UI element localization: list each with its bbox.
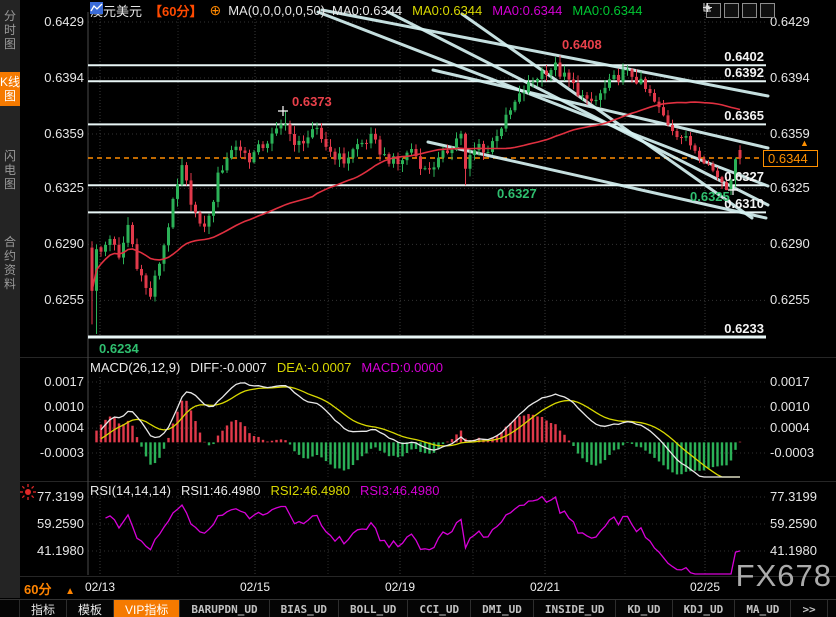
price-axis-label: 0.6255 [44, 292, 84, 308]
toolbar-tab-2[interactable]: 模板 [67, 600, 115, 617]
rsi1-value: RSI1:46.4980 [180, 483, 261, 498]
price-axis-label: 0.6394 [770, 70, 810, 85]
macd-axis-label: 0.0017 [770, 374, 810, 389]
rsi2-value: RSI2:46.4980 [270, 483, 350, 498]
sidebar-tab-3[interactable]: 闪电图 [3, 149, 16, 191]
current-price-tag: 0.6344 [763, 150, 818, 167]
add-indicator-icon[interactable]: ⊕ [209, 1, 222, 18]
sidebar-tab-4[interactable]: 合约资料 [3, 235, 16, 291]
toolbar-tab-11[interactable]: KDJ_UD [673, 600, 736, 617]
ma-params-label: MA(0,0,0,0,0,50) [228, 2, 326, 18]
macd-title: MACD(26,12,9) [90, 360, 181, 375]
chart-window-icons [703, 3, 775, 18]
hline-price-label: 0.6402 [724, 49, 764, 65]
sidebar-tab-1[interactable]: 分时图 [3, 9, 16, 51]
price-axis-label: 0.6290 [770, 236, 810, 252]
sidebar-tab-2[interactable]: K线图 [0, 72, 20, 106]
ma-value-3: MA0:0.6344 [492, 2, 563, 18]
hline-price-label: 0.6327 [724, 169, 764, 185]
macd-axis-label: -0.0003 [770, 445, 815, 460]
rsi-axis-label: 59.2590 [37, 515, 84, 531]
macd-axis-label: 0.0010 [770, 398, 810, 414]
rsi-axis-label: 41.1980 [37, 542, 84, 558]
toolbar-tab-6[interactable]: BOLL_UD [339, 600, 409, 617]
macd-diff-value: DIFF:-0.0007 [190, 360, 267, 375]
rsi3-value: RSI3:46.4980 [359, 483, 440, 498]
ma-values: MA0:0.6344 MA0:0.6344 MA0:0.6344 MA0:0.6344 [332, 3, 642, 18]
price-axis-label: 0.6359 [44, 126, 84, 141]
price-axis-label: 0.6290 [44, 236, 84, 252]
date-axis-label: 02/13 [84, 580, 116, 594]
rsi-axis-label: 41.1980 [770, 542, 817, 558]
toolbar-tab-1[interactable]: 指标 [20, 600, 68, 617]
toolbar-tab-7[interactable]: CCI_UD [408, 600, 472, 617]
rsi-axis-label: 77.3199 [37, 489, 84, 504]
rsi-title: RSI(14,14,14) [90, 483, 171, 498]
price-axis-label: 0.6325 [44, 180, 84, 196]
ma-value-4: MA0:0.6344 [572, 2, 643, 18]
toolbar-spacer [0, 600, 20, 617]
compress-x-icon[interactable] [703, 3, 739, 18]
toolbar-tab-4[interactable]: BARUPDN_UD [180, 600, 270, 617]
macd-axis-label: 0.0004 [770, 420, 810, 436]
price-axis-label: 0.6429 [770, 14, 810, 29]
period-selector-label: 60分 [24, 582, 52, 597]
price-axis-label: 0.6255 [770, 292, 810, 308]
period-up-arrow-icon: ▲ [65, 586, 75, 597]
period-selector[interactable]: 60分 ▲ [24, 579, 75, 598]
panel-separator [20, 357, 836, 358]
indicator-toolbar: 指标 模板 VIP指标 BARUPDN_UD BIAS_UD BOLL_UD CCI_UD D… [0, 599, 836, 617]
live-alert-icon [20, 484, 36, 500]
toolbar-tab-5[interactable]: BIAS_UD [270, 600, 339, 617]
price-annotation: 0.6408 [562, 37, 602, 52]
toolbar-tab-10[interactable]: KD_UD [616, 600, 673, 617]
hline-price-label: 0.6233 [724, 321, 764, 336]
price-axis-label: 0.6394 [44, 70, 84, 85]
price-annotation: 0.6234 [99, 341, 139, 356]
macd-axis-label: 0.0017 [44, 374, 84, 389]
toolbar-tab-3[interactable]: VIP指标 [114, 600, 181, 617]
date-axis-label: 02/21 [529, 580, 561, 594]
symbol-title: 澳元美元 [90, 3, 143, 19]
macd-axis-label: 0.0004 [44, 420, 84, 436]
price-axis-label: 0.6429 [44, 14, 84, 29]
hline-price-label: 0.6310 [724, 196, 764, 212]
date-axis-label: 02/19 [384, 580, 416, 594]
macd-axis-label: -0.0003 [39, 445, 84, 460]
macd-dea-value: DEA:-0.0007 [276, 360, 352, 375]
macd-macd-value: MACD:0.0000 [361, 360, 443, 375]
toolbar-tab-8[interactable]: DMI_UD [471, 600, 534, 617]
panel-separator [20, 576, 836, 577]
rsi-axis-label: 77.3199 [770, 489, 817, 504]
ma-value-2: MA0:0.6344 [412, 2, 483, 18]
panel-separator [20, 481, 836, 482]
price-annotation: 0.6327 [497, 186, 537, 201]
toolbar-tab-13[interactable]: >> [791, 600, 828, 617]
macd-axis-label: 0.0010 [44, 398, 84, 414]
price-up-arrow-icon: ▲ [800, 138, 809, 148]
price-axis-label: 0.6325 [770, 180, 810, 196]
hline-price-label: 0.6365 [724, 108, 764, 124]
macd-label-row: MACD(26,12,9) DIFF:-0.0007 DEA:-0.0007 M… [90, 361, 443, 375]
period-label: 【60分】 [149, 3, 203, 19]
price-annotation: 0.6325 [690, 189, 730, 204]
hline-price-label: 0.6392 [724, 65, 764, 81]
price-axis-label: 0.6359 [770, 126, 810, 141]
chart-header: 澳元美元 【60分】 ⊕ MA(0,0,0,0,0,50) MA0:0.6344… [90, 1, 642, 19]
left-sidebar: 分时图 K线图闪电图合约资料 [0, 0, 20, 598]
toolbar-tab-9[interactable]: INSIDE_UD [534, 600, 617, 617]
date-axis-label: 02/25 [689, 580, 721, 594]
rsi-label-row: RSI(14,14,14) RSI1:46.4980 RSI2:46.4980 … [90, 484, 439, 498]
shift-right-icon[interactable] [703, 3, 775, 18]
price-annotation: 0.6373 [292, 94, 332, 109]
date-axis-label: 02/15 [239, 580, 271, 594]
compress-y-icon[interactable] [703, 3, 757, 18]
rsi-axis-label: 59.2590 [770, 515, 817, 531]
watermark: FX678 [735, 558, 832, 593]
ma-value-1: MA0:0.6344 [332, 2, 403, 18]
line-chart-icon [90, 2, 103, 14]
toolbar-tab-12[interactable]: MA_UD [735, 600, 792, 617]
